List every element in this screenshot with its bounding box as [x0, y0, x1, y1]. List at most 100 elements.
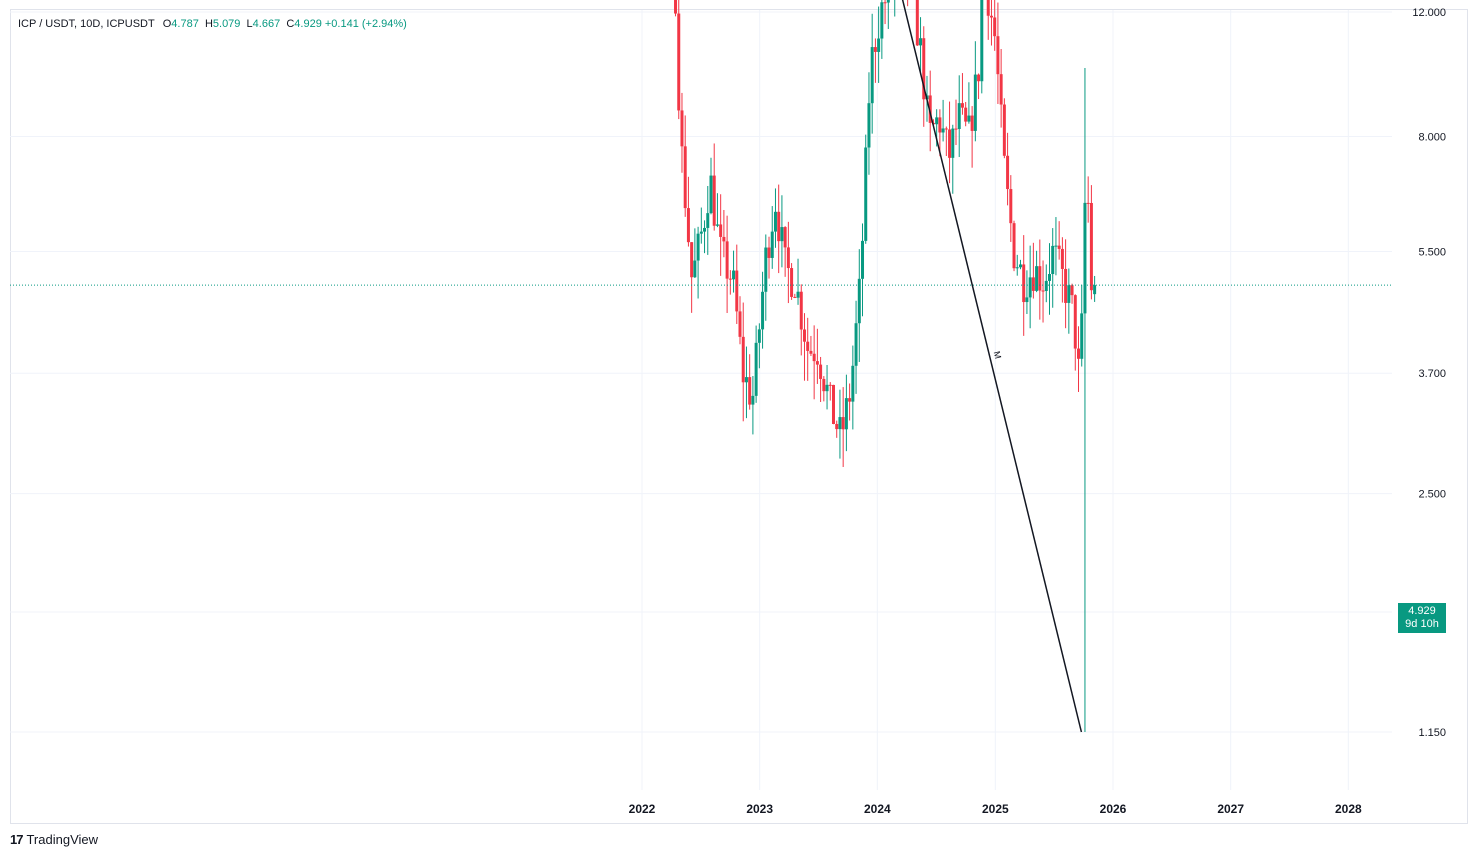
high-value: 5.079	[212, 18, 241, 30]
candle-body	[715, 224, 719, 226]
close-key: C	[286, 18, 295, 30]
candle-body	[757, 329, 761, 343]
candle-body	[960, 103, 964, 108]
candle-body	[696, 233, 700, 261]
candle-body	[1015, 267, 1019, 269]
candle-body	[690, 242, 694, 278]
open-key: O	[162, 18, 172, 30]
chart-frame[interactable]	[10, 9, 1468, 824]
candle-body	[1031, 277, 1035, 291]
candle-body	[951, 128, 955, 158]
candle-body	[764, 247, 768, 292]
candle-body	[941, 128, 945, 133]
candle-body	[877, 38, 881, 52]
candle-body	[719, 224, 723, 237]
candle-body	[1025, 297, 1029, 303]
candle-body	[709, 175, 713, 214]
candle-body	[1073, 295, 1077, 349]
y-tick-label: 2.500	[1418, 489, 1446, 501]
candle-body	[1018, 264, 1022, 268]
candle-body	[712, 175, 716, 226]
candle-body	[767, 247, 771, 258]
candle-body	[857, 278, 861, 324]
candle-body	[809, 350, 813, 354]
candle-body	[735, 270, 739, 312]
candle-body	[1047, 274, 1051, 281]
candle-body	[977, 74, 981, 82]
candle-body	[973, 74, 977, 131]
candle-body	[993, 17, 997, 37]
candle-body	[728, 278, 732, 280]
candle-body	[780, 227, 784, 242]
candle-body	[970, 115, 974, 131]
candle-body	[886, 0, 890, 3]
symbol-label[interactable]: ICP / USDT, 10D, ICPUSDT	[18, 18, 155, 30]
low-key: L	[246, 18, 253, 30]
candle-body	[1083, 202, 1087, 314]
candle-body	[1054, 245, 1058, 247]
candle-body	[790, 268, 794, 297]
candle-body	[831, 384, 835, 424]
candle-body	[854, 323, 858, 366]
candle-body	[1060, 248, 1064, 269]
candle-body	[861, 240, 865, 279]
candle-body	[864, 147, 868, 241]
candle-body	[883, 2, 887, 4]
y-tick-label: 3.700	[1418, 368, 1446, 380]
candle-body	[754, 342, 758, 396]
candle-body	[944, 128, 948, 130]
candle-body	[751, 395, 755, 405]
candle-body	[770, 231, 774, 258]
candle-body	[748, 377, 752, 405]
candle-body	[915, 0, 919, 46]
candle-body	[683, 146, 687, 209]
candle-body	[744, 377, 748, 383]
bar-countdown: 9d 10h	[1405, 618, 1439, 630]
candle-body	[802, 329, 806, 342]
candle-body	[928, 95, 932, 123]
candle-body	[693, 260, 697, 278]
candle-body	[1028, 277, 1032, 298]
candle-body	[806, 341, 810, 351]
candle-body	[825, 384, 829, 392]
candle-body	[873, 47, 877, 52]
candle-body	[725, 241, 729, 279]
tradingview-brand[interactable]: 17 TradingView	[10, 832, 98, 847]
candle-body	[1009, 189, 1013, 224]
candle-body	[686, 208, 690, 243]
x-tick-label: 2023	[746, 802, 773, 816]
candle-body	[957, 103, 961, 129]
ohlc-legend: ICP / USDT, 10D, ICPUSDT O4.787 H5.079 L4…	[18, 18, 407, 30]
y-tick-label: 1.150	[1418, 727, 1446, 739]
candle-body	[1038, 266, 1042, 291]
candle-body	[835, 423, 839, 430]
x-tick-label: 2022	[629, 802, 656, 816]
candle-body	[999, 74, 1003, 105]
candle-body	[1051, 245, 1055, 275]
candle-body	[703, 227, 707, 232]
candle-body	[1086, 202, 1090, 204]
candle-body	[989, 15, 993, 18]
candle-body	[938, 117, 942, 133]
candle-body	[799, 291, 803, 330]
candle-body	[1012, 223, 1016, 269]
candle-body	[741, 336, 745, 383]
candle-body	[880, 2, 884, 39]
candle-body	[870, 47, 874, 104]
candle-body	[1006, 155, 1010, 190]
candle-body	[680, 110, 684, 147]
candle-body	[1067, 285, 1071, 303]
candle-body	[980, 0, 984, 82]
y-tick-label: 12.000	[1412, 7, 1446, 19]
candle-body	[812, 353, 816, 362]
x-tick-label: 2026	[1100, 802, 1127, 816]
candle-body	[783, 227, 787, 248]
candle-body	[815, 361, 819, 365]
candle-body	[677, 13, 681, 111]
candle-body	[1070, 285, 1074, 296]
tradingview-logo-icon: 17	[10, 832, 24, 847]
candle-body	[1041, 290, 1045, 292]
last-price-badge: 4.929 9d 10h	[1398, 603, 1446, 633]
candle-body	[1089, 202, 1093, 291]
